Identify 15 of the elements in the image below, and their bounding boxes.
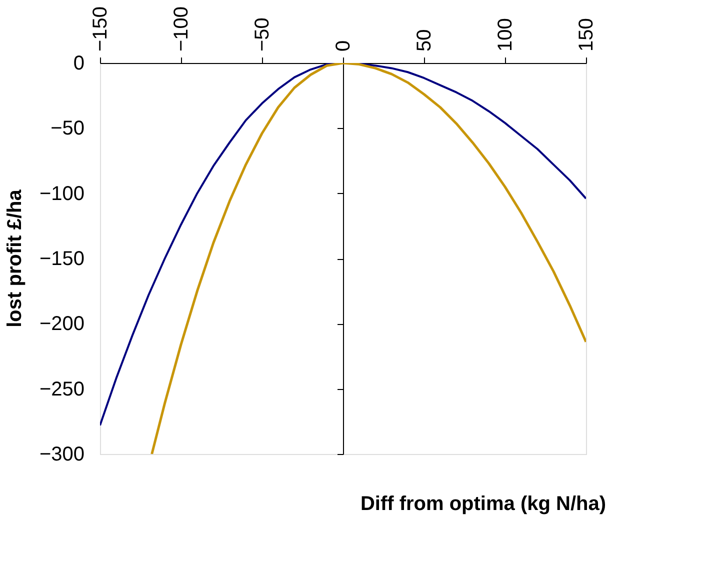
y-tick-label: 0 xyxy=(73,52,84,74)
y-tick-label: −50 xyxy=(50,118,84,140)
x-axis-title: Diff from optima (kg N/ha) xyxy=(360,493,606,515)
x-tick-label: −50 xyxy=(252,18,274,52)
y-tick-label: −250 xyxy=(39,378,84,400)
x-tick-label: 100 xyxy=(494,18,516,52)
y-tick-label: −200 xyxy=(39,313,84,336)
x-tick-label: 150 xyxy=(576,18,598,52)
y-tick-label: −150 xyxy=(39,248,84,270)
y-tick-label: −300 xyxy=(39,444,84,466)
y-axis-title: lost profit £/ha xyxy=(4,188,26,328)
x-tick-label: 50 xyxy=(414,29,436,52)
x-tick-label: −100 xyxy=(170,6,192,52)
y-tick-label: −100 xyxy=(39,182,84,205)
x-tick-label: 0 xyxy=(332,40,354,52)
